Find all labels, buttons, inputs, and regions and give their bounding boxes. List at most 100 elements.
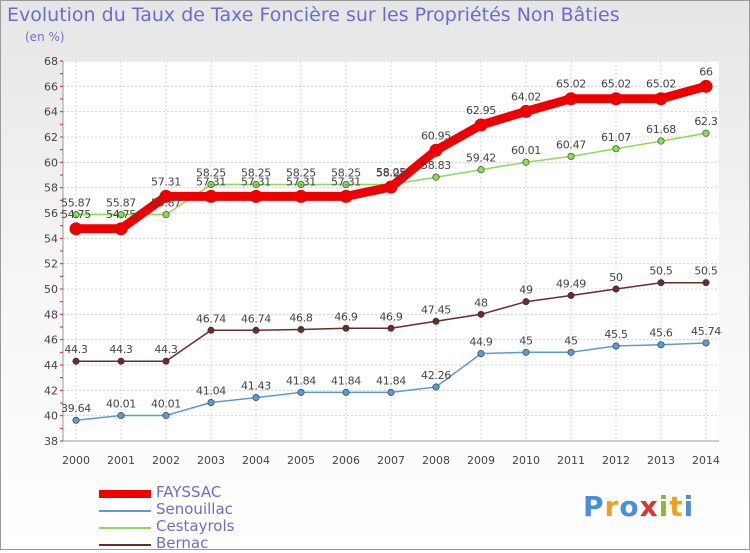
data-point-bernac xyxy=(477,310,485,318)
data-point-cestayrols xyxy=(162,211,170,219)
data-label-bernac: 50.5 xyxy=(649,265,673,278)
data-label-cestayrols: 60.47 xyxy=(556,138,586,151)
data-label-bernac: 49.49 xyxy=(556,277,586,290)
data-point-cestayrols xyxy=(702,129,710,137)
logo-letter: i xyxy=(683,490,695,523)
data-point-fayssac xyxy=(384,180,398,194)
y-tick-label: 40 xyxy=(44,410,58,423)
data-label-bernac: 48 xyxy=(474,296,488,309)
legend-swatch xyxy=(99,527,151,529)
logo-letter: i xyxy=(658,490,670,523)
data-label-senouillac: 41.04 xyxy=(196,384,226,397)
data-point-bernac xyxy=(117,357,125,365)
data-point-bernac xyxy=(342,324,350,332)
y-tick-label: 62 xyxy=(44,131,58,144)
data-point-fayssac xyxy=(519,104,533,118)
data-point-bernac xyxy=(72,357,80,365)
data-label-fayssac: 58.05 xyxy=(376,166,406,179)
data-label-fayssac: 60.95 xyxy=(421,129,451,142)
data-point-bernac xyxy=(387,324,395,332)
x-tick-label: 2004 xyxy=(242,454,270,467)
data-point-bernac xyxy=(207,326,215,334)
data-label-senouillac: 41.43 xyxy=(241,380,271,393)
x-tick-label: 2013 xyxy=(647,454,675,467)
x-tick-label: 2003 xyxy=(197,454,225,467)
x-tick-label: 2002 xyxy=(152,454,180,467)
data-point-senouillac xyxy=(72,416,80,424)
data-label-fayssac: 57.31 xyxy=(196,175,226,188)
data-point-senouillac xyxy=(117,412,125,420)
legend-swatch xyxy=(99,544,151,546)
legend-label: Bernac xyxy=(156,534,209,552)
logo-letter: t xyxy=(669,490,684,523)
line-chart: 38 40 42 44 46 48 50 52 54 56 58 60 62 64 66 68 2000 2001… xyxy=(44,55,722,467)
x-tick-label: 2010 xyxy=(512,454,540,467)
data-label-bernac: 46.74 xyxy=(241,312,271,325)
chart-title: Evolution du Taux de Taxe Foncière sur l… xyxy=(7,4,620,26)
data-label-cestayrols: 60.01 xyxy=(511,144,541,157)
data-point-fayssac xyxy=(429,143,443,157)
data-label-cestayrols: 58.25 xyxy=(376,167,406,180)
y-tick-label: 66 xyxy=(44,80,58,93)
x-tick-label: 2005 xyxy=(287,454,315,467)
data-point-senouillac xyxy=(702,339,710,347)
data-label-cestayrols: 55.87 xyxy=(106,197,136,210)
data-label-fayssac: 65.02 xyxy=(646,78,676,91)
data-point-cestayrols xyxy=(657,137,665,145)
y-tick-label: 46 xyxy=(44,334,58,347)
data-label-bernac: 50.5 xyxy=(694,265,718,278)
y-tick-label: 52 xyxy=(44,258,58,271)
data-label-bernac: 47.45 xyxy=(421,303,451,316)
data-label-senouillac: 45.5 xyxy=(604,328,628,341)
y-tick-label: 58 xyxy=(44,182,58,195)
legend-swatch xyxy=(99,490,151,498)
data-label-bernac: 46.9 xyxy=(379,310,403,323)
data-point-fayssac xyxy=(609,92,623,106)
data-point-senouillac xyxy=(342,388,350,396)
legend-label: FAYSSAC xyxy=(156,483,222,501)
data-point-senouillac xyxy=(162,412,170,420)
data-point-senouillac xyxy=(657,341,665,349)
y-tick-label: 64 xyxy=(44,106,58,119)
y-tick-label: 56 xyxy=(44,207,58,220)
data-label-senouillac: 44.9 xyxy=(469,336,493,349)
data-point-senouillac xyxy=(297,388,305,396)
data-label-cestayrols: 59.42 xyxy=(466,152,496,165)
data-point-cestayrols xyxy=(612,145,620,153)
x-tick-label: 2011 xyxy=(557,454,585,467)
y-tick-label: 42 xyxy=(44,384,58,397)
y-tick-label: 38 xyxy=(44,435,58,448)
data-point-senouillac xyxy=(612,342,620,350)
data-label-fayssac: 62.95 xyxy=(466,104,496,117)
data-point-fayssac xyxy=(204,189,218,203)
data-point-fayssac xyxy=(474,118,488,132)
proxiti-logo: Proxiti xyxy=(583,490,694,523)
data-point-senouillac xyxy=(477,350,485,358)
legend-swatch xyxy=(99,510,151,512)
data-point-fayssac xyxy=(69,222,83,236)
legend-label: Senouillac xyxy=(156,500,233,518)
data-label-bernac: 49 xyxy=(519,284,533,297)
y-axis-unit-label: (en %) xyxy=(25,30,65,44)
data-label-fayssac: 57.31 xyxy=(151,175,181,188)
data-label-senouillac: 42.26 xyxy=(421,369,451,382)
x-tick-label: 2001 xyxy=(107,454,135,467)
y-tick-label: 68 xyxy=(44,55,58,68)
data-point-senouillac xyxy=(252,394,260,402)
data-point-fayssac xyxy=(339,189,353,203)
data-point-fayssac xyxy=(114,222,128,236)
data-label-bernac: 46.8 xyxy=(289,312,313,325)
y-tick-label: 50 xyxy=(44,283,58,296)
data-point-senouillac xyxy=(207,398,215,406)
data-label-cestayrols: 58.25 xyxy=(241,167,271,180)
data-point-cestayrols xyxy=(72,211,80,219)
data-point-cestayrols xyxy=(522,158,530,166)
data-label-senouillac: 41.84 xyxy=(286,374,316,387)
data-label-cestayrols: 61.68 xyxy=(646,123,676,136)
y-tick-label: 60 xyxy=(44,156,58,169)
legend-label: Cestayrols xyxy=(156,517,235,535)
data-label-bernac: 44.3 xyxy=(64,343,88,356)
data-point-fayssac xyxy=(294,189,308,203)
logo-letter: r xyxy=(604,490,620,523)
